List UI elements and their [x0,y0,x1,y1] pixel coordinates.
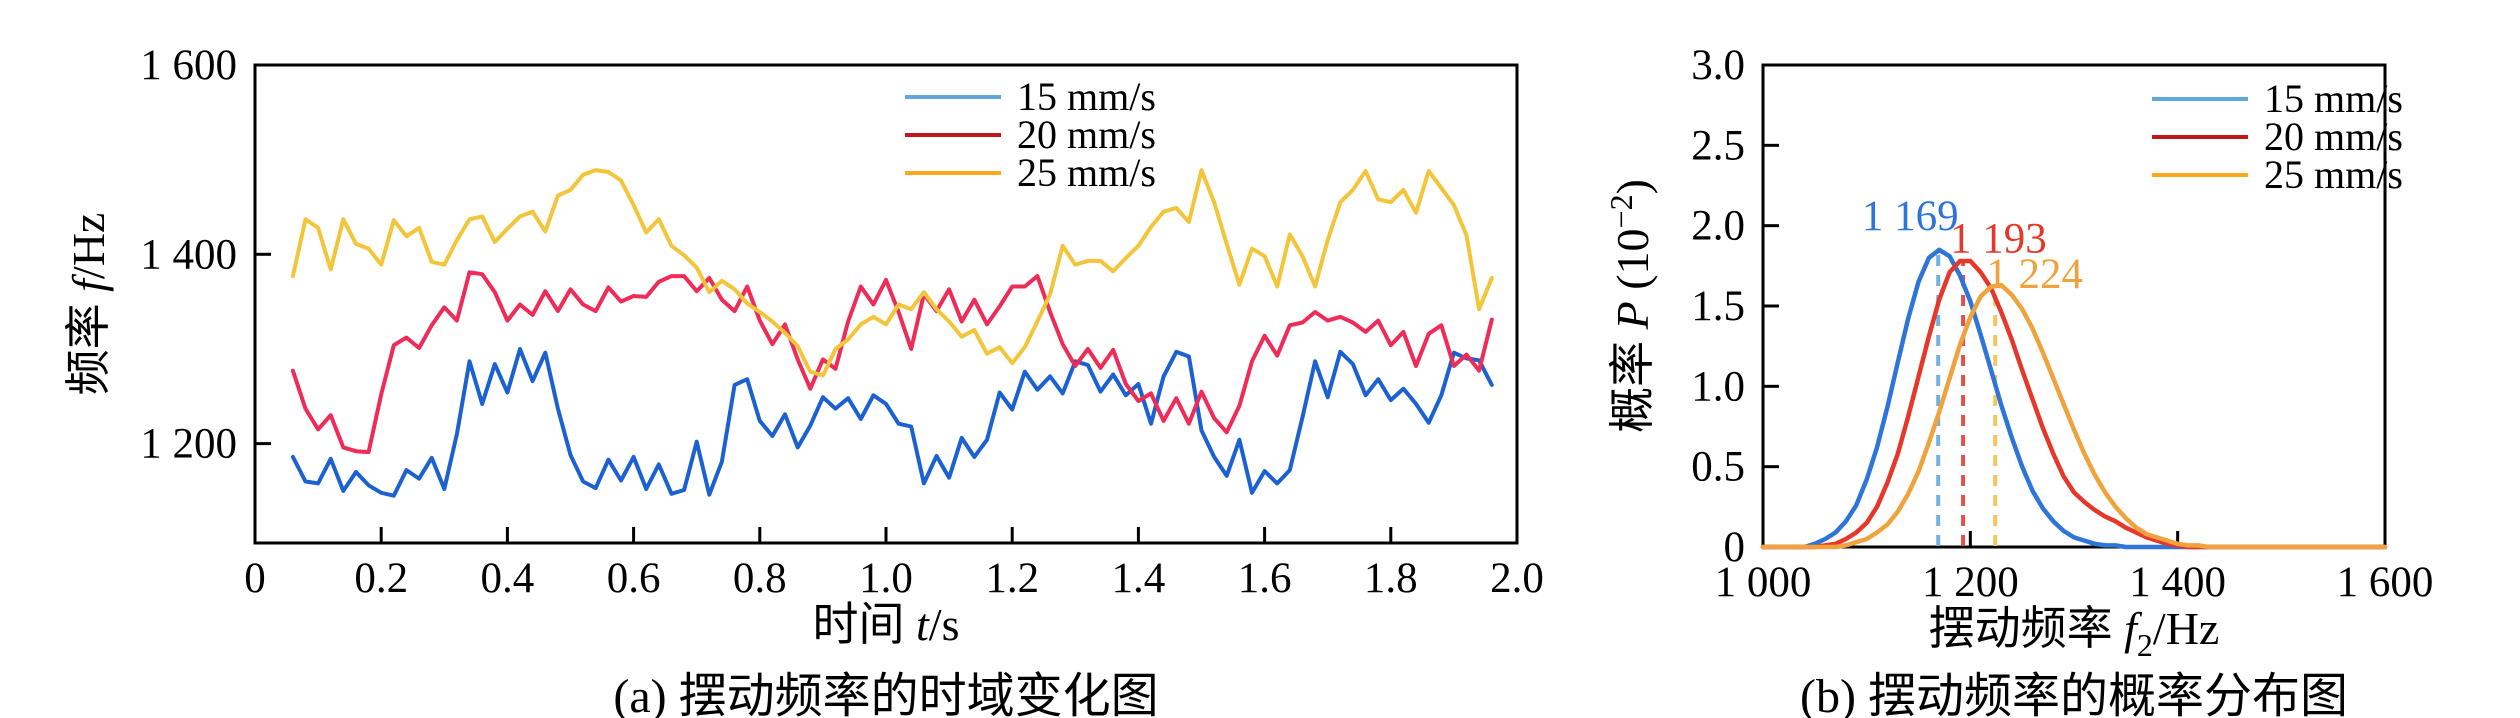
panel-b-chart: 1 000 1 200 1 400 1 600 0 0.5 1.0 1.5 2.0 2.5 3.0 1… [1603,42,2433,663]
peak-label: 1 193 [1950,216,2047,263]
series-line-25mms [290,168,1494,378]
x-axis-title-b: 摆动频率 f2/Hz [1929,603,2220,663]
x-tick-label: 1.0 [859,555,913,602]
x-tick-label: 0.8 [733,555,787,602]
x-tick-label: 2.0 [1490,555,1544,602]
x-tick-label: 0.2 [354,555,408,602]
y-tick-label: 3.0 [1691,42,1745,89]
panel-a-chart: 0 0.2 0.4 0.6 0.8 1.0 1.2 1.4 1.6 1.8 2.0 1 200 1 40… [63,42,1544,650]
x-tick-label: 0.4 [481,555,535,602]
y-tick-label: 1.0 [1691,363,1745,410]
legend-label: 20 mm/s [1017,112,1156,157]
x-tick-label: 1.2 [985,555,1039,602]
legend-label: 20 mm/s [2264,114,2403,159]
x-tick-label: 0.6 [607,555,661,602]
caption-panel-b: (b) 摆动频率的概率分布图 [1800,670,2348,718]
y-tick-label: 2.5 [1691,122,1745,169]
legend-label: 15 mm/s [1017,74,1156,119]
x-axis-title-a: 时间 t/s [813,599,960,650]
legend-label: 15 mm/s [2264,76,2403,121]
plot-border [253,63,1519,545]
series-line-15mms [290,347,1494,498]
y-tick-label: 1 200 [140,421,237,468]
legend-label: 25 mm/s [1017,150,1156,195]
x-tick-label: 1 400 [2129,559,2226,606]
x-tick-label: 1.6 [1238,555,1292,602]
legend-label: 25 mm/s [2264,152,2403,197]
y-tick-label: 2.0 [1691,203,1745,250]
x-tick-label: 1 200 [1922,559,2019,606]
y-axis-title-a: 频率 f/Hz [63,213,114,396]
y-tick-label: 0 [1724,524,1746,571]
peak-label: 1 224 [1986,251,2083,298]
peak-label: 1 169 [1862,193,1959,240]
x-tick-label: 0 [244,555,266,602]
y-tick-label: 1 600 [140,42,237,89]
x-tick-label: 1.8 [1364,555,1418,602]
series-line-25mms [1760,282,2388,550]
y-tick-label: 1 400 [140,231,237,278]
x-tick-label: 1 600 [2337,559,2434,606]
x-tick-label: 1.4 [1112,555,1166,602]
panel-a-plot-area: 0 0.2 0.4 0.6 0.8 1.0 1.2 1.4 1.6 1.8 2.0 1 200 1 40… [140,42,1544,602]
y-axis-title-b: 概率 P (10−2) [1603,179,1658,433]
series-line-20mms [290,270,1494,455]
y-tick-label: 0.5 [1691,444,1745,491]
caption-panel-a: (a) 摆动频率的时域变化图 [613,670,1159,718]
x-tick-label: 1 000 [1715,559,1812,606]
y-tick-label: 1.5 [1691,283,1745,330]
panel-b-plot-area: 1 000 1 200 1 400 1 600 0 0.5 1.0 1.5 2.0 2.5 3.0 1… [1691,42,2433,606]
